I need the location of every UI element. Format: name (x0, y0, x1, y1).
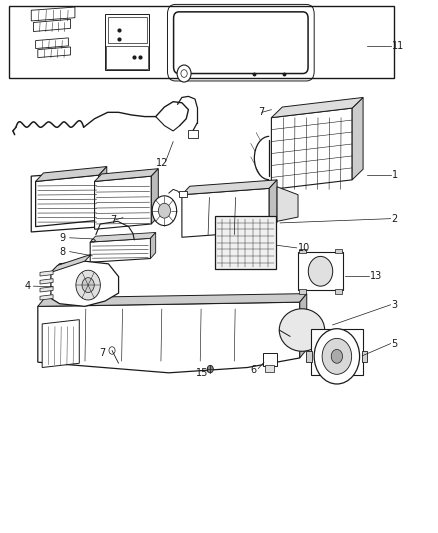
Text: 12: 12 (155, 158, 168, 168)
Polygon shape (51, 254, 91, 272)
Bar (188, 130, 198, 138)
Polygon shape (51, 261, 119, 306)
Text: 2: 2 (392, 214, 398, 224)
Circle shape (76, 270, 100, 300)
Polygon shape (40, 271, 53, 276)
Polygon shape (352, 98, 363, 180)
Text: 7: 7 (258, 107, 265, 117)
Text: 5: 5 (392, 338, 398, 349)
Circle shape (109, 347, 115, 354)
Polygon shape (306, 351, 312, 362)
Circle shape (331, 350, 343, 364)
Polygon shape (108, 17, 147, 43)
Polygon shape (215, 216, 276, 269)
Circle shape (322, 338, 352, 374)
Polygon shape (40, 287, 53, 292)
Text: 1: 1 (392, 170, 398, 180)
Text: 11: 11 (392, 41, 404, 51)
Polygon shape (42, 320, 79, 368)
Circle shape (181, 70, 187, 77)
Polygon shape (31, 7, 75, 21)
Polygon shape (106, 46, 148, 69)
Bar (10, 6, 394, 78)
Polygon shape (297, 252, 343, 290)
Polygon shape (269, 180, 277, 231)
Circle shape (158, 203, 170, 218)
Polygon shape (265, 365, 275, 372)
Polygon shape (35, 175, 99, 227)
Polygon shape (272, 108, 352, 189)
Polygon shape (106, 14, 149, 70)
Text: 13: 13 (370, 271, 382, 280)
FancyBboxPatch shape (173, 12, 308, 74)
Polygon shape (40, 295, 53, 300)
Polygon shape (336, 289, 343, 294)
Ellipse shape (279, 309, 325, 351)
Polygon shape (35, 166, 107, 181)
Text: 9: 9 (60, 233, 66, 243)
Polygon shape (99, 166, 107, 220)
Bar (179, 191, 187, 197)
Text: 8: 8 (60, 247, 66, 256)
Polygon shape (299, 289, 306, 294)
Polygon shape (95, 176, 151, 229)
Text: 6: 6 (251, 365, 257, 375)
Circle shape (314, 329, 360, 384)
Polygon shape (90, 238, 150, 262)
Polygon shape (150, 232, 155, 259)
Polygon shape (40, 279, 53, 284)
Circle shape (177, 65, 191, 82)
Text: 10: 10 (297, 243, 310, 253)
Text: 4: 4 (25, 281, 31, 291)
Polygon shape (299, 249, 306, 253)
Polygon shape (263, 353, 277, 366)
Circle shape (82, 278, 94, 293)
Polygon shape (95, 168, 158, 181)
Polygon shape (311, 329, 363, 375)
Polygon shape (336, 249, 343, 253)
Polygon shape (35, 38, 68, 49)
Text: 7: 7 (110, 215, 116, 225)
Polygon shape (300, 294, 307, 358)
Text: 15: 15 (196, 368, 208, 378)
Circle shape (308, 256, 333, 286)
Circle shape (207, 366, 213, 373)
Polygon shape (362, 351, 367, 362)
Polygon shape (272, 98, 363, 118)
Circle shape (152, 196, 177, 225)
Polygon shape (38, 294, 307, 306)
Polygon shape (182, 188, 269, 237)
Polygon shape (182, 180, 277, 195)
Polygon shape (151, 168, 158, 224)
Polygon shape (277, 187, 298, 221)
Polygon shape (38, 302, 300, 373)
Text: 7: 7 (99, 348, 105, 358)
Text: 3: 3 (392, 300, 398, 310)
Polygon shape (90, 232, 155, 242)
Polygon shape (38, 47, 71, 58)
Polygon shape (33, 19, 71, 31)
